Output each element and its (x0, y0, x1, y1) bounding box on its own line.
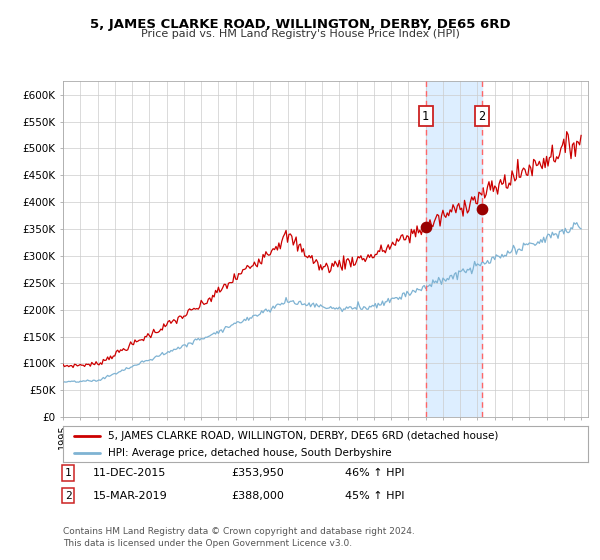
Text: Price paid vs. HM Land Registry's House Price Index (HPI): Price paid vs. HM Land Registry's House … (140, 29, 460, 39)
Point (421, 222, 430, 231)
Text: 11-DEC-2015: 11-DEC-2015 (93, 468, 166, 478)
Text: 2: 2 (478, 110, 485, 123)
Text: £353,950: £353,950 (231, 468, 284, 478)
Text: 45% ↑ HPI: 45% ↑ HPI (345, 491, 404, 501)
Point (477, 204, 487, 213)
Text: 15-MAR-2019: 15-MAR-2019 (93, 491, 168, 501)
Text: 46% ↑ HPI: 46% ↑ HPI (345, 468, 404, 478)
Text: 1: 1 (422, 110, 429, 123)
Text: 5, JAMES CLARKE ROAD, WILLINGTON, DERBY, DE65 6RD: 5, JAMES CLARKE ROAD, WILLINGTON, DERBY,… (89, 18, 511, 31)
Text: £388,000: £388,000 (231, 491, 284, 501)
Text: 5, JAMES CLARKE ROAD, WILLINGTON, DERBY, DE65 6RD (detached house): 5, JAMES CLARKE ROAD, WILLINGTON, DERBY,… (107, 431, 498, 441)
Text: HPI: Average price, detached house, South Derbyshire: HPI: Average price, detached house, Sout… (107, 448, 391, 458)
Text: Contains HM Land Registry data © Crown copyright and database right 2024.
This d: Contains HM Land Registry data © Crown c… (63, 527, 415, 548)
Text: 1: 1 (65, 468, 71, 478)
Text: 2: 2 (65, 491, 71, 501)
Bar (425, 81, 482, 417)
